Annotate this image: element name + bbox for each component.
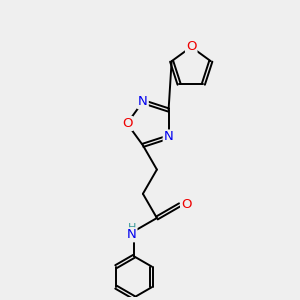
Text: N: N: [127, 228, 136, 241]
Text: N: N: [138, 95, 148, 108]
Text: H: H: [128, 223, 136, 233]
Text: O: O: [122, 117, 132, 130]
Text: O: O: [181, 198, 192, 211]
Text: N: N: [164, 130, 173, 143]
Text: O: O: [186, 40, 196, 53]
